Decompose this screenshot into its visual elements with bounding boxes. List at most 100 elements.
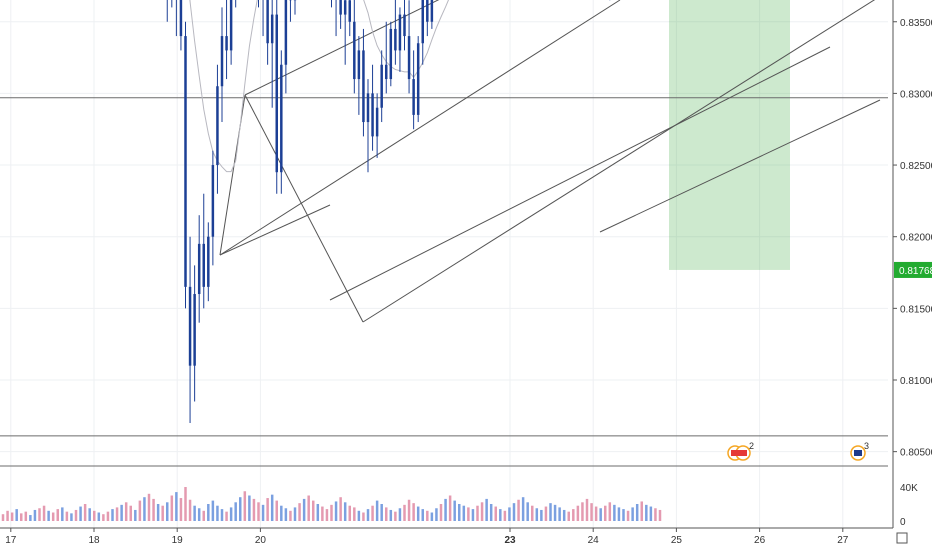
volume-bar <box>568 512 570 521</box>
candle-body[interactable] <box>422 0 424 43</box>
volume-bar <box>312 501 314 521</box>
volume-bar <box>426 511 428 521</box>
candle-body[interactable] <box>367 93 369 122</box>
volume-bar <box>6 511 8 521</box>
volume-bar <box>417 507 419 521</box>
candle-body[interactable] <box>385 65 387 79</box>
candle-body[interactable] <box>285 0 287 65</box>
volume-bar <box>349 506 351 521</box>
candle-body[interactable] <box>193 294 195 366</box>
volume-bar <box>47 511 49 521</box>
candle-body[interactable] <box>426 0 428 22</box>
volume-bar <box>554 505 556 521</box>
trend-line[interactable] <box>245 0 560 95</box>
volume-bar <box>522 497 524 521</box>
volume-bar <box>609 502 611 521</box>
candle-body[interactable] <box>390 29 392 79</box>
volume-bar <box>463 506 465 521</box>
volume-bar <box>171 496 173 522</box>
volume-bar <box>66 512 68 521</box>
candle-body[interactable] <box>408 36 410 79</box>
candle-body[interactable] <box>380 65 382 108</box>
volume-bar <box>586 499 588 521</box>
volume-bar <box>453 501 455 521</box>
volume-bar <box>148 494 150 521</box>
volume-bar <box>2 514 4 521</box>
trend-line[interactable] <box>363 0 890 322</box>
candle-body[interactable] <box>362 50 364 122</box>
volume-bar <box>444 499 446 521</box>
volume-bar <box>431 513 433 522</box>
candle-body[interactable] <box>339 0 341 15</box>
time-tick-label: 25 <box>671 535 683 546</box>
volume-bar <box>98 513 100 522</box>
volume-bar <box>654 508 656 521</box>
volume-bar <box>216 506 218 521</box>
candle-body[interactable] <box>225 36 227 50</box>
candle-body[interactable] <box>394 29 396 50</box>
volume-bar <box>248 496 250 522</box>
volume-bar <box>335 501 337 521</box>
volume-bar <box>29 515 31 521</box>
volume-bar <box>57 509 59 521</box>
volume-bar <box>485 499 487 521</box>
volume-bar <box>253 499 255 521</box>
volume-bar <box>545 507 547 521</box>
candle-body[interactable] <box>417 43 419 115</box>
volume-tick-label: 40K <box>900 483 918 494</box>
volume-bar <box>61 507 63 521</box>
volume-bar <box>15 509 17 521</box>
candle-body[interactable] <box>280 65 282 172</box>
volume-bar <box>499 509 501 521</box>
candle-body[interactable] <box>221 36 223 86</box>
candle-body[interactable] <box>431 0 433 22</box>
trend-line[interactable] <box>245 95 363 322</box>
flag-icon <box>739 450 747 456</box>
candle-body[interactable] <box>184 36 186 287</box>
candle-body[interactable] <box>412 79 414 115</box>
trend-line[interactable] <box>220 205 330 255</box>
candle-body[interactable] <box>212 165 214 237</box>
candle-body[interactable] <box>266 0 268 43</box>
volume-bar <box>490 504 492 521</box>
volume-bar <box>321 507 323 521</box>
volume-bar <box>307 496 309 522</box>
candle-body[interactable] <box>189 287 191 366</box>
volume-bar <box>577 506 579 521</box>
candle-body[interactable] <box>230 0 232 50</box>
volume-bar <box>504 511 506 521</box>
volume-bar <box>526 502 528 521</box>
candle-body[interactable] <box>353 22 355 79</box>
volume-bar <box>572 509 574 521</box>
candle-body[interactable] <box>180 0 182 36</box>
candle-body[interactable] <box>216 86 218 165</box>
volume-bar <box>627 511 629 521</box>
candle-body[interactable] <box>358 50 360 79</box>
candle-body[interactable] <box>399 15 401 51</box>
candle-body[interactable] <box>207 237 209 287</box>
volume-bar <box>180 498 182 521</box>
candle-body[interactable] <box>271 15 273 44</box>
volume-bar <box>371 506 373 521</box>
candle-body[interactable] <box>198 244 200 294</box>
trend-line[interactable] <box>220 0 620 255</box>
candle-body[interactable] <box>349 0 351 21</box>
candle-body[interactable] <box>344 0 346 14</box>
volume-bar <box>266 498 268 521</box>
volume-bar <box>390 510 392 521</box>
volume-bar <box>422 509 424 521</box>
volume-bar <box>207 504 209 521</box>
canada-flag-events-icon[interactable]: 2 <box>728 441 754 460</box>
australia-flag-events-icon[interactable]: 3 <box>851 441 869 460</box>
candle-body[interactable] <box>276 15 278 173</box>
target-price-tag[interactable]: 0.81768 <box>894 262 932 278</box>
take-profit-zone[interactable] <box>669 0 790 270</box>
candle-body[interactable] <box>203 244 205 287</box>
candle-body[interactable] <box>403 15 405 36</box>
volume-bar <box>175 492 177 521</box>
candle-body[interactable] <box>376 108 378 137</box>
candle-body[interactable] <box>371 93 373 136</box>
